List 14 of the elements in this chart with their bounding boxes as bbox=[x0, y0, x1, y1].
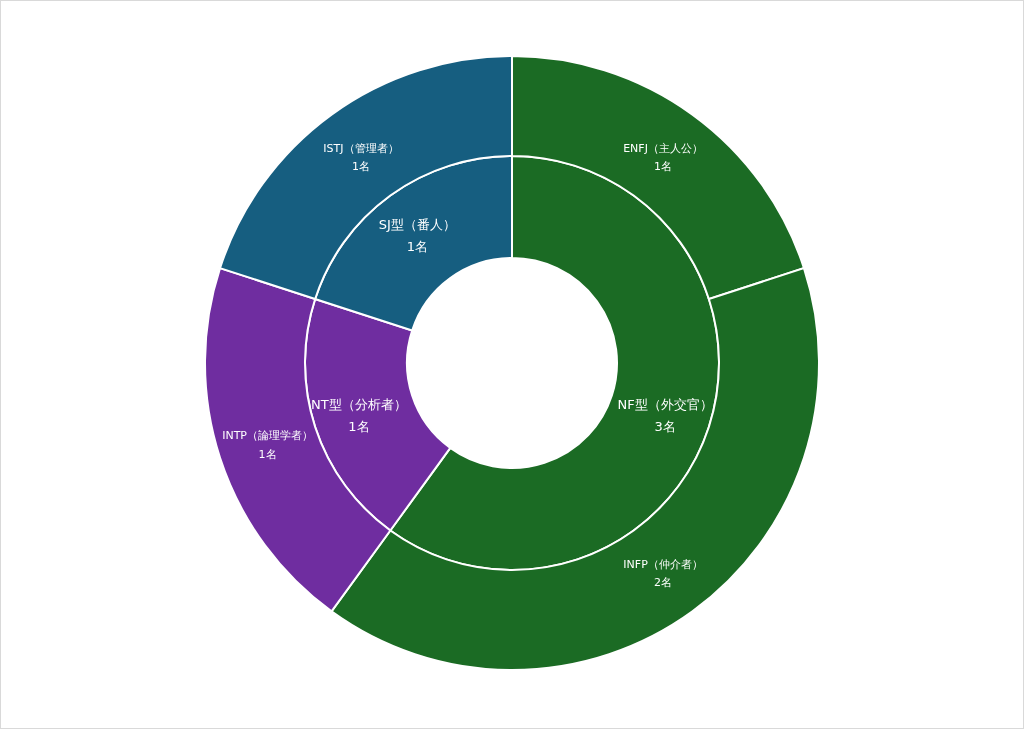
slice-label: NF型（外交官） bbox=[617, 396, 713, 412]
slice-label: SJ型（番人） bbox=[378, 216, 456, 232]
slice-label: NT型（分析者） bbox=[311, 396, 407, 412]
slice-label: INFP（仲介者） bbox=[623, 557, 703, 571]
data-label: 2名 bbox=[654, 576, 673, 590]
slice-label: ENFJ（主人公） bbox=[623, 141, 703, 155]
data-label: 1名 bbox=[406, 238, 429, 254]
slice-label: ISTJ（管理者） bbox=[323, 141, 399, 155]
data-label: 1名 bbox=[258, 447, 277, 461]
data-label: 1名 bbox=[351, 160, 370, 174]
data-label: 3名 bbox=[654, 418, 676, 434]
slice-label: INTP（論理学者） bbox=[222, 429, 313, 443]
data-label: 1名 bbox=[654, 160, 673, 174]
data-label: 1名 bbox=[348, 418, 370, 434]
